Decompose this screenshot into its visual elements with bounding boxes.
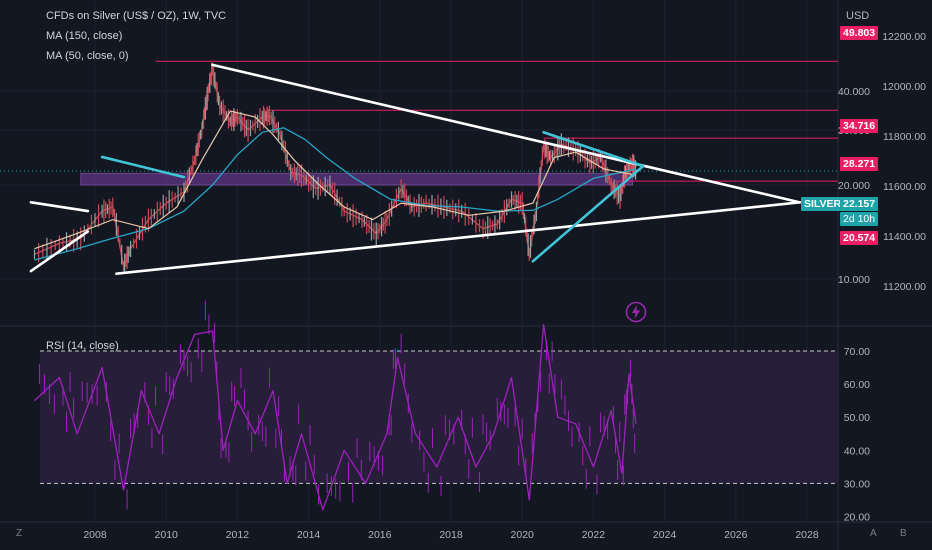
x-tick-label: 2014	[297, 529, 321, 541]
trendline[interactable]	[29, 201, 90, 213]
level-tag-2: 34.716	[840, 119, 879, 133]
currency-label: USD	[846, 10, 870, 22]
level-tag-1: 49.803	[840, 26, 879, 40]
countdown-tag: 2d 10h	[840, 212, 879, 226]
trendline[interactable]	[211, 63, 802, 204]
legend-ma150[interactable]: MA (150, close)	[46, 30, 123, 42]
rsi-line[interactable]	[34, 323, 637, 511]
rsi-tick-label: 20.00	[844, 512, 870, 524]
x-tick-label: 2028	[795, 529, 819, 541]
y-tick-label-right: 11600.00	[883, 181, 926, 193]
x-tick-label: 2016	[368, 529, 392, 541]
rsi-tick-label: 50.00	[844, 412, 870, 424]
x-tick-label: 2022	[582, 529, 606, 541]
y-tick-label: 10.000	[838, 274, 870, 286]
x-tick-label: 2024	[653, 529, 677, 541]
y-tick-label-right: 12000.00	[882, 81, 926, 93]
corner-b-button[interactable]: B	[900, 528, 907, 539]
legend-ma50[interactable]: MA (50, close, 0)	[46, 50, 129, 62]
lightning-icon[interactable]	[625, 301, 647, 323]
legend-rsi[interactable]: RSI (14, close)	[46, 340, 119, 352]
chart-title: CFDs on Silver (US$ / OZ), 1W, TVC	[46, 10, 227, 22]
x-tick-label: 2010	[155, 529, 179, 541]
rsi-tick-label: 40.00	[844, 445, 870, 457]
corner-z[interactable]: Z	[16, 528, 23, 539]
trendline[interactable]	[115, 201, 802, 275]
x-tick-label: 2020	[511, 529, 535, 541]
trendline-cyan[interactable]	[542, 130, 645, 168]
y-tick-label-right: 12200.00	[882, 31, 926, 43]
x-tick-label: 2012	[226, 529, 250, 541]
x-tick-label: 2008	[83, 529, 107, 541]
y-tick-label: 40.000	[838, 86, 870, 98]
rsi-tick-label: 60.00	[844, 379, 870, 391]
y-tick-label: 20.000	[838, 180, 870, 192]
symbol-tag: SILVER	[801, 197, 845, 211]
y-tick-label-right: 11400.00	[883, 231, 926, 243]
level-tag-4: 20.574	[840, 231, 879, 245]
x-tick-label: 2018	[439, 529, 463, 541]
y-tick-label-right: 11200.00	[883, 281, 926, 293]
ma50-line[interactable]	[34, 110, 637, 250]
y-tick-label-right: 11800.00	[883, 131, 926, 143]
trendline[interactable]	[29, 230, 90, 273]
x-tick-label: 2026	[724, 529, 748, 541]
level-tag-3: 28.271	[840, 157, 879, 171]
ma150-line[interactable]	[34, 127, 637, 261]
corner-a-button[interactable]: A	[870, 528, 877, 539]
rsi-band	[40, 351, 838, 484]
trendline-cyan[interactable]	[531, 164, 645, 263]
trendline-cyan[interactable]	[100, 155, 186, 179]
rsi-tick-label: 70.00	[844, 346, 870, 358]
last-price-tag: 22.157	[840, 197, 879, 211]
rsi-tick-label: 30.00	[844, 478, 870, 490]
